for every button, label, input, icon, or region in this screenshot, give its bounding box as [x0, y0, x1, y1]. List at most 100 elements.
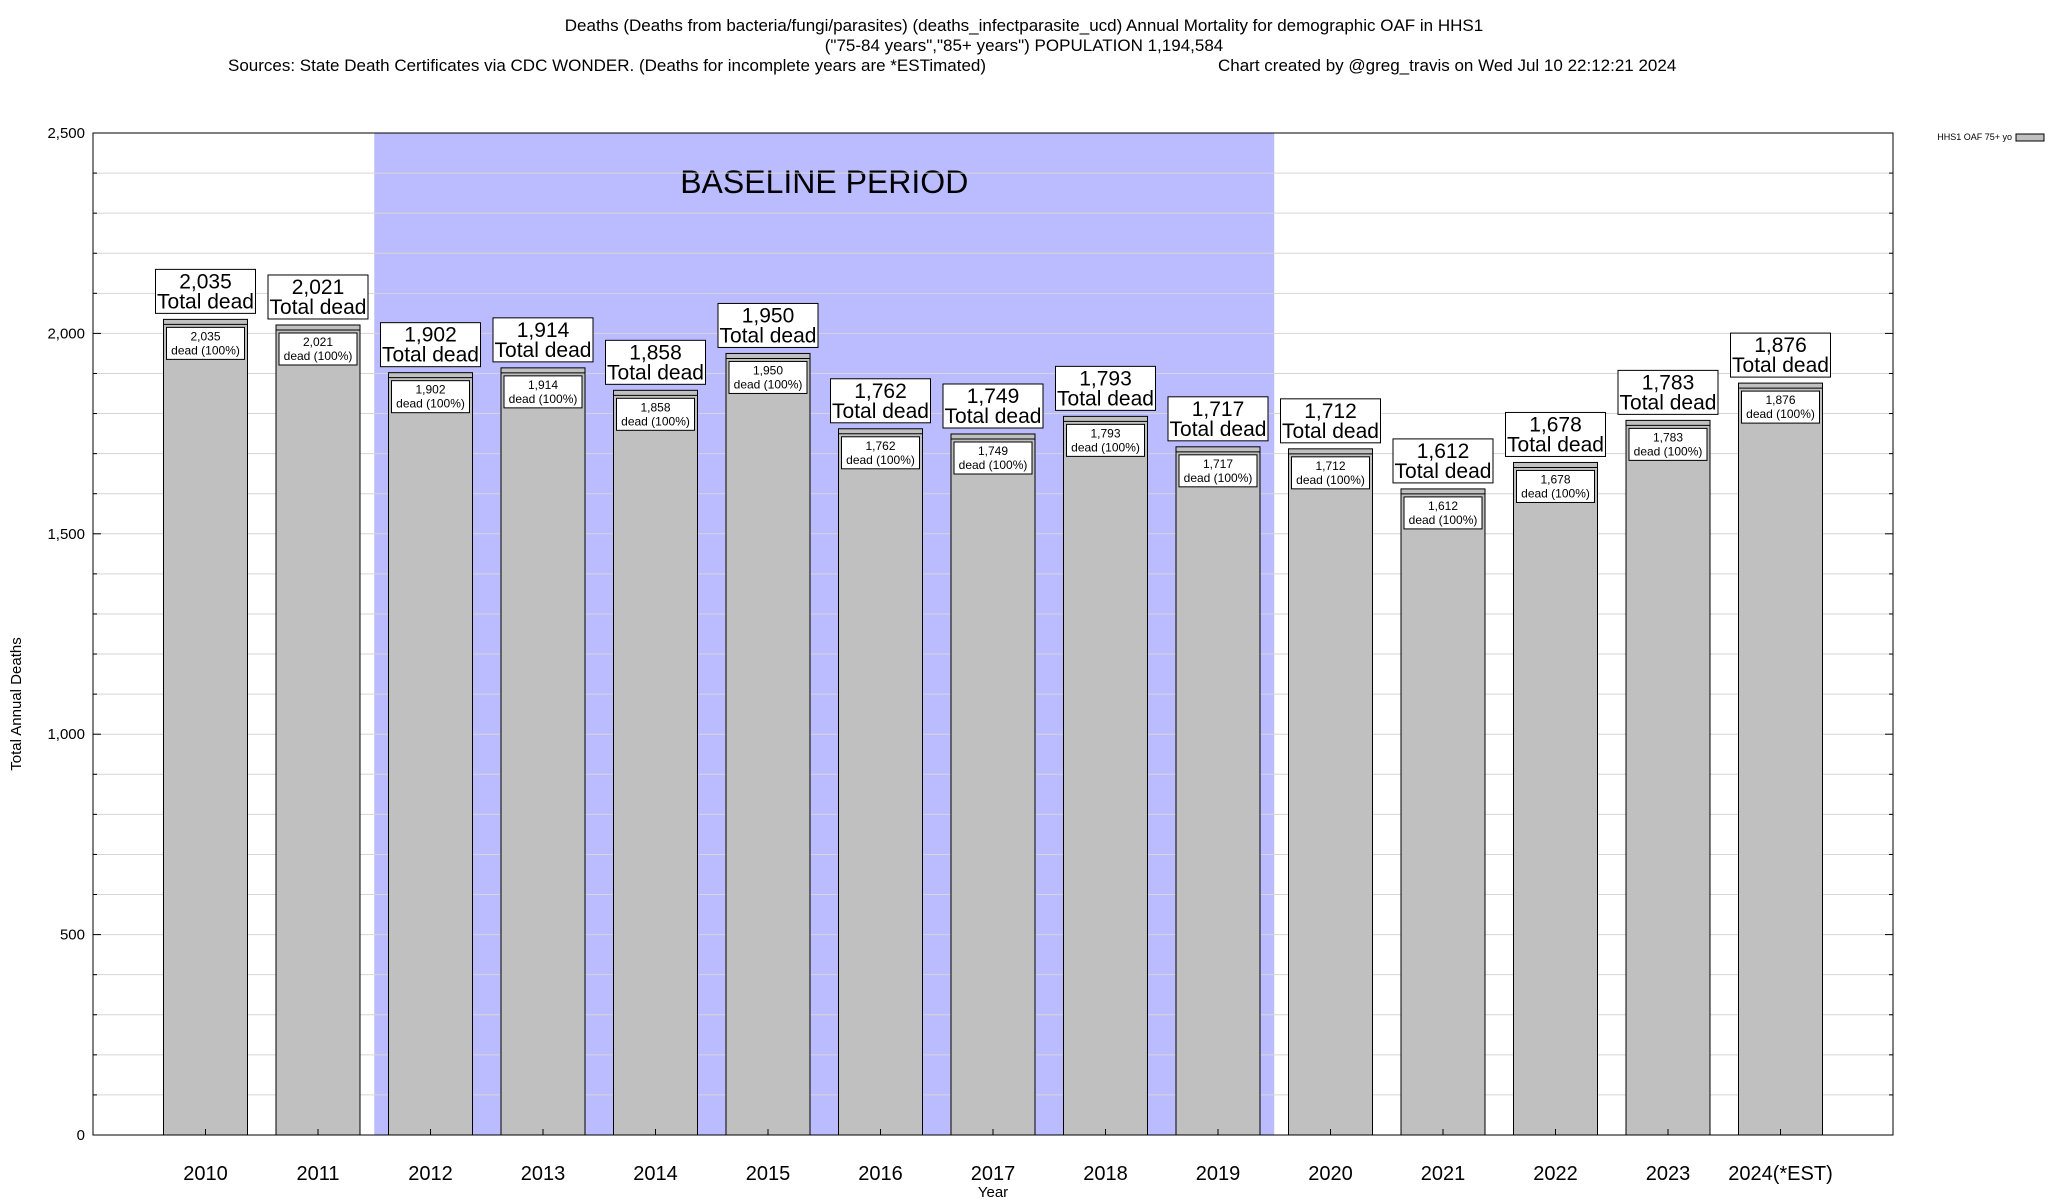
total-dead-label: Total dead	[157, 290, 254, 313]
bar	[1175, 446, 1261, 1136]
inner-label-box	[503, 375, 583, 409]
inner-label-box	[616, 397, 695, 431]
total-label-box	[1730, 332, 1831, 378]
bar	[1625, 419, 1711, 1136]
inner-count-label: 1,762	[865, 439, 895, 453]
x-tick-label: 2012	[408, 1163, 453, 1185]
inner-label-box	[1628, 427, 1708, 461]
bar	[500, 367, 586, 1136]
bar	[163, 318, 248, 1136]
inner-count-label: 2,021	[303, 335, 333, 349]
inner-percent-label: dead (100%)	[621, 414, 690, 428]
bars-group	[163, 318, 1823, 1136]
total-dead-label: Total dead	[1057, 387, 1154, 410]
inner-label-box	[391, 380, 470, 414]
inner-count-label: 1,793	[1090, 426, 1120, 440]
total-label-box	[1505, 411, 1606, 457]
total-count-label: 2,021	[292, 276, 345, 299]
inner-percent-label: dead (100%)	[284, 349, 353, 363]
inner-count-label: 1,876	[1765, 393, 1795, 407]
x-tick-label: 2020	[1308, 1163, 1353, 1185]
x-tick-label: 2021	[1421, 1163, 1466, 1185]
total-count-label: 1,876	[1754, 334, 1807, 357]
total-dead-label: Total dead	[1507, 433, 1604, 456]
total-dead-label: Total dead	[1395, 460, 1492, 483]
chart-title-line-2: ("75-84 years","85+ years") POPULATION 1…	[825, 36, 1223, 55]
bar	[838, 428, 923, 1136]
total-count-label: 2,035	[179, 270, 232, 293]
inner-label-box	[1291, 456, 1370, 490]
inner-count-label: 1,749	[978, 444, 1008, 458]
total-label-box	[1392, 438, 1494, 484]
bar	[1738, 382, 1823, 1136]
x-axis-title: Year	[978, 1184, 1008, 1200]
total-dead-label: Total dead	[1170, 418, 1267, 441]
inner-count-label: 1,950	[753, 363, 783, 377]
total-count-label: 1,793	[1079, 367, 1132, 390]
total-label-box	[1617, 369, 1719, 415]
total-count-label: 1,914	[517, 319, 570, 342]
inner-percent-label: dead (100%)	[959, 458, 1028, 472]
baseline-period-label: BASELINE PERIOD	[680, 164, 968, 200]
total-dead-label: Total dead	[832, 400, 929, 423]
inner-count-label: 1,712	[1315, 459, 1345, 473]
total-label-box	[492, 317, 594, 363]
total-label-box	[605, 339, 706, 385]
inner-percent-label: dead (100%)	[171, 343, 240, 357]
x-tick-label: 2024(*EST)	[1728, 1163, 1833, 1185]
inner-percent-label: dead (100%)	[396, 397, 465, 411]
legend-label: HHS1 OAF 75+ yo	[1937, 132, 2012, 142]
x-axis-ticks: 2010 2011 2012 2013 2014 2015 2016 2017 2018 2019…	[183, 1129, 1833, 1185]
y-tick-label: 500	[60, 927, 85, 944]
total-count-label: 1,678	[1529, 413, 1582, 436]
total-label-box	[942, 383, 1044, 429]
chart-credit-text: Chart created by @greg_travis on Wed Jul…	[1218, 56, 1676, 75]
y-tick-label: 1,000	[47, 726, 85, 743]
chart-title-line-1: Deaths (Deaths from bacteria/fungi/paras…	[565, 16, 1483, 35]
inner-percent-label: dead (100%)	[734, 377, 803, 391]
legend: HHS1 OAF 75+ yo	[1937, 132, 2045, 142]
inner-percent-label: dead (100%)	[1746, 407, 1815, 421]
inner-count-label: 1,902	[415, 383, 445, 397]
inner-label-box	[1403, 496, 1483, 530]
inner-percent-label: dead (100%)	[1521, 486, 1590, 500]
inner-count-label: 1,914	[528, 378, 558, 392]
total-count-label: 1,902	[404, 324, 457, 347]
total-dead-label: Total dead	[720, 324, 817, 347]
inner-percent-label: dead (100%)	[1409, 513, 1478, 527]
inner-count-label: 1,717	[1203, 457, 1233, 471]
x-tick-label: 2015	[746, 1163, 791, 1185]
total-label-box	[830, 378, 931, 424]
inner-label-box	[953, 441, 1033, 475]
total-dead-label: Total dead	[1732, 354, 1829, 377]
inner-label-box	[166, 326, 245, 360]
total-count-label: 1,858	[629, 341, 682, 364]
inner-label-box	[1066, 423, 1145, 457]
x-tick-label: 2023	[1646, 1163, 1691, 1185]
inner-percent-label: dead (100%)	[846, 453, 915, 467]
total-label-box	[267, 274, 369, 320]
total-dead-label: Total dead	[1282, 420, 1379, 443]
x-tick-label: 2011	[296, 1163, 339, 1185]
total-label-box	[1055, 365, 1156, 411]
inner-percent-label: dead (100%)	[1634, 444, 1703, 458]
inner-count-label: 2,035	[190, 329, 220, 343]
inner-count-label: 1,612	[1428, 499, 1458, 513]
inner-count-label: 1,678	[1540, 472, 1570, 486]
total-count-label: 1,712	[1304, 400, 1357, 423]
inner-label-box	[841, 436, 920, 470]
inner-label-box	[1741, 390, 1820, 424]
inner-count-label: 1,783	[1653, 430, 1683, 444]
total-dead-label: Total dead	[607, 361, 704, 384]
total-count-label: 1,612	[1417, 440, 1470, 463]
total-count-label: 1,717	[1192, 398, 1245, 421]
bar	[725, 352, 811, 1136]
y-tick-label: 1,500	[47, 526, 85, 543]
inner-count-label: 1,858	[640, 400, 670, 414]
total-label-box	[1167, 396, 1269, 442]
bar	[950, 433, 1036, 1136]
x-tick-label: 2022	[1533, 1163, 1578, 1185]
